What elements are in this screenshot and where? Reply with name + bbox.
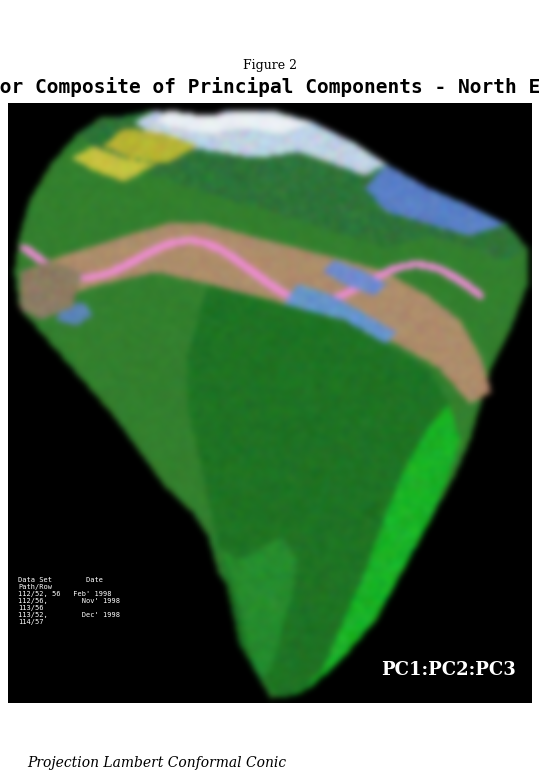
Text: PC1:PC2:PC3: PC1:PC2:PC3 — [382, 661, 516, 679]
Text: Data Set        Date
Path/Row
112/52, 56   Feb' 1998
112/56,        Nov' 1998
11: Data Set Date Path/Row 112/52, 56 Feb' 1… — [18, 577, 120, 625]
Text: False Color Composite of Principal Components - North East India: False Color Composite of Principal Compo… — [0, 77, 540, 98]
Text: Projection Lambert Conformal Conic: Projection Lambert Conformal Conic — [27, 756, 286, 770]
Text: Figure 2: Figure 2 — [243, 59, 297, 72]
